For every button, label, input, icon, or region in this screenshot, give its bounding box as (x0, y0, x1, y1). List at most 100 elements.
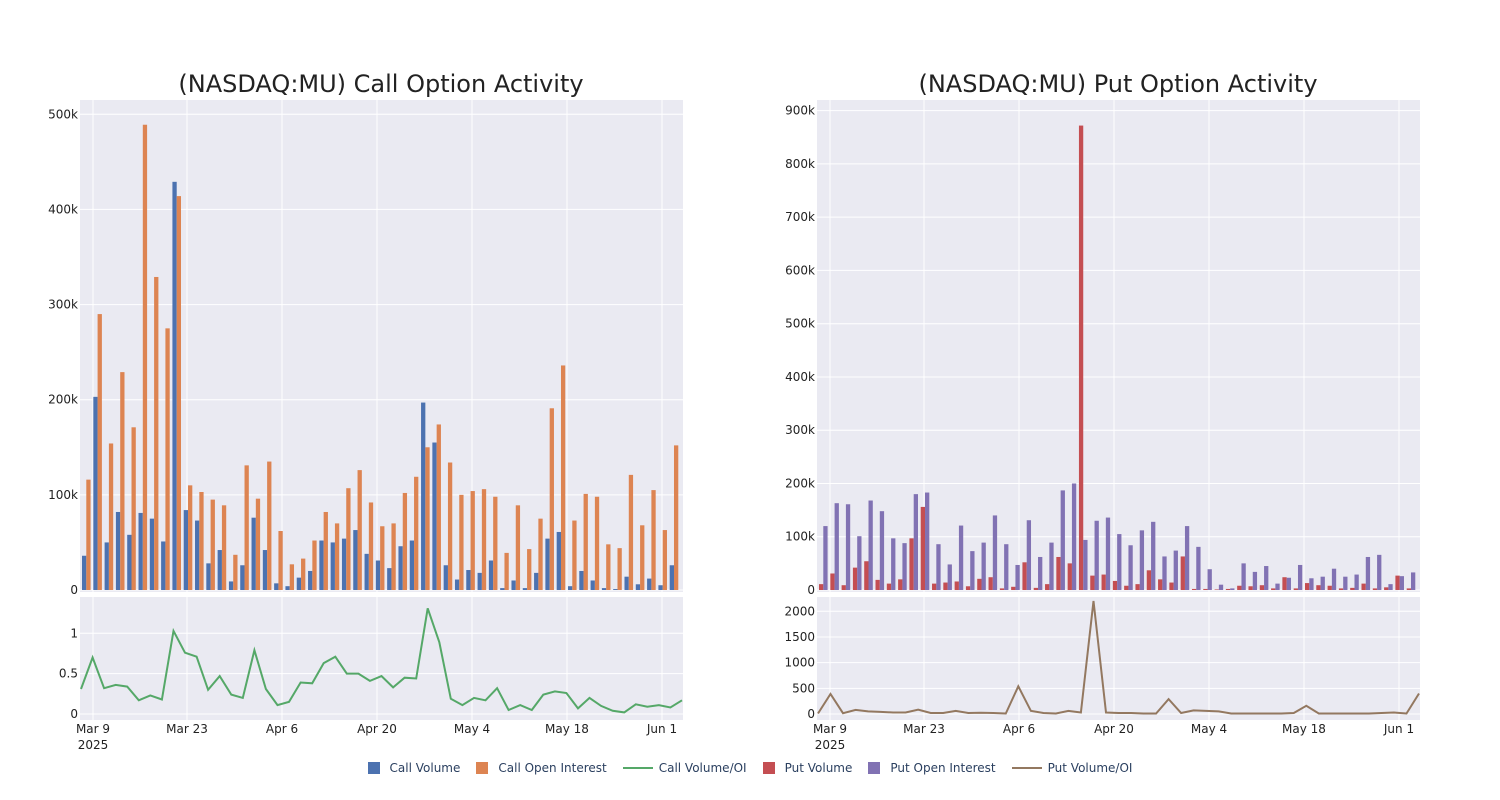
call-ratio-line (80, 607, 683, 714)
call-open-interest-bar (662, 530, 667, 590)
call-volume-bar (172, 181, 177, 590)
legend-label-put-open-interest: Put Open Interest (890, 761, 996, 775)
put-open-interest-bar (1117, 534, 1122, 590)
call-open-interest-bar (244, 465, 249, 590)
call-volume-bar (228, 581, 234, 590)
put-volume-bar (886, 583, 892, 590)
put-volume-bar (819, 584, 824, 590)
put-volume-bar (1304, 583, 1310, 590)
call-x-year-label: 2025 (78, 738, 109, 752)
legend-item-put-open-interest: Put Open Interest (868, 761, 996, 775)
put-open-interest-bar (834, 503, 839, 590)
call-open-interest-bar (640, 525, 645, 590)
put-axes: 0 100k 200k 300k 400k 500k 600k 700k 800k 900k 0 50… (784, 104, 1414, 752)
call-volume-bar (183, 510, 189, 590)
call-open-interest-bar (154, 276, 159, 590)
call-open-interest-bar (425, 447, 430, 590)
put-open-interest-bar (1354, 574, 1359, 590)
call-y-tick-label: 200k (48, 393, 78, 407)
put-open-interest-bar (868, 500, 873, 590)
call-volume-bar (454, 579, 460, 590)
put-open-interest-bar (981, 542, 986, 590)
call-open-interest-bar (594, 496, 600, 590)
put-open-interest-bar (925, 492, 930, 590)
put-volume-bar (1361, 583, 1366, 590)
put-volume-bar (830, 573, 835, 590)
put-volume-bar (1158, 579, 1163, 590)
put-volume-bar (1146, 570, 1152, 590)
call-volume-bar (590, 580, 595, 590)
put-volume-bar (943, 582, 948, 590)
call-open-interest-bar (493, 496, 498, 590)
call-open-interest-bar (402, 492, 408, 590)
call-open-interest-bar (97, 314, 102, 590)
put-open-interest-bar (992, 515, 998, 590)
call-volume-bar (556, 531, 561, 590)
put-volume-bar (1327, 585, 1332, 590)
put-open-interest-bar (1184, 526, 1190, 590)
put-volume-bar (932, 583, 937, 590)
call-volume-bar (195, 520, 200, 590)
put-main-plot-area (817, 100, 1420, 592)
call-open-interest-bar (346, 488, 351, 590)
call-volume-bar (285, 586, 290, 590)
call-volume-bar (488, 560, 494, 590)
put-open-interest-bar (879, 511, 885, 590)
call-volume-bar (251, 517, 256, 590)
put-open-interest-bar (1241, 563, 1246, 590)
call-open-interest-bar (572, 520, 577, 590)
put-open-interest-bar (1309, 578, 1314, 590)
call-volume-bar (296, 577, 302, 590)
put-open-interest-bar (1230, 588, 1235, 590)
put-y-tick-label: 800k (785, 157, 815, 171)
put-volume-bar (1078, 125, 1084, 590)
put-volume-bar (1033, 587, 1039, 590)
put-open-interest-bar (1275, 583, 1280, 590)
put-open-interest-bar (1252, 571, 1258, 590)
put-volume-bar (1090, 575, 1095, 590)
call-x-tick-label: Apr 20 (357, 722, 397, 736)
call-open-interest-bar (560, 365, 566, 590)
call-volume-bar (138, 512, 143, 590)
put-volume-bar (1135, 584, 1140, 590)
put-sub-y-tick-label: 500 (792, 681, 815, 695)
call-x-tick-label: May 18 (545, 722, 589, 736)
put-open-interest-bar (845, 504, 851, 590)
call-open-interest-bar (459, 494, 464, 590)
put-volume-bar (1112, 580, 1118, 590)
call-y-tick-label: 0 (70, 583, 78, 597)
put-open-interest-bar (1207, 569, 1212, 590)
put-volume-bar (1191, 588, 1197, 590)
put-volume-bar (1395, 575, 1400, 590)
put-volume-bar (1101, 574, 1106, 590)
call-open-interest-bar (481, 489, 487, 590)
put-open-interest-bar (1151, 521, 1156, 590)
put-x-tick-label: Apr 20 (1094, 722, 1134, 736)
call-open-interest-bar (278, 531, 283, 590)
call-volume-bar (274, 583, 279, 590)
put-open-interest-bar (891, 538, 896, 590)
legend-swatch-call-volume (367, 762, 380, 774)
put-open-interest-bar (1038, 556, 1043, 590)
put-volume-bar (1316, 585, 1321, 590)
legend-label-put-volume: Put Volume (784, 761, 853, 775)
put-open-interest-bar (902, 543, 907, 590)
put-chart-title: (NASDAQ:MU) Put Option Activity (918, 70, 1317, 98)
put-x-tick-label: Jun 1 (1383, 722, 1414, 736)
call-open-interest-bar (131, 427, 136, 590)
put-volume-bar (1214, 589, 1219, 590)
call-volume-bar (647, 578, 652, 590)
call-y-tick-label: 300k (48, 298, 78, 312)
put-x-tick-label: Mar 23 (903, 722, 945, 736)
put-volume-bar (977, 578, 982, 590)
call-open-interest-bar (176, 196, 182, 590)
call-open-interest-bar (165, 328, 170, 590)
call-volume-bar (613, 589, 618, 590)
legend-item-call-open-interest: Call Open Interest (476, 761, 607, 775)
put-volume-bar (898, 579, 903, 590)
call-open-interest-bar (301, 558, 306, 590)
put-open-interest-bar (1218, 584, 1224, 590)
call-open-interest-bar (233, 554, 238, 590)
legend-swatch-call-volume-oi (622, 767, 653, 769)
put-sub-y-tick-label: 2000 (784, 604, 815, 618)
